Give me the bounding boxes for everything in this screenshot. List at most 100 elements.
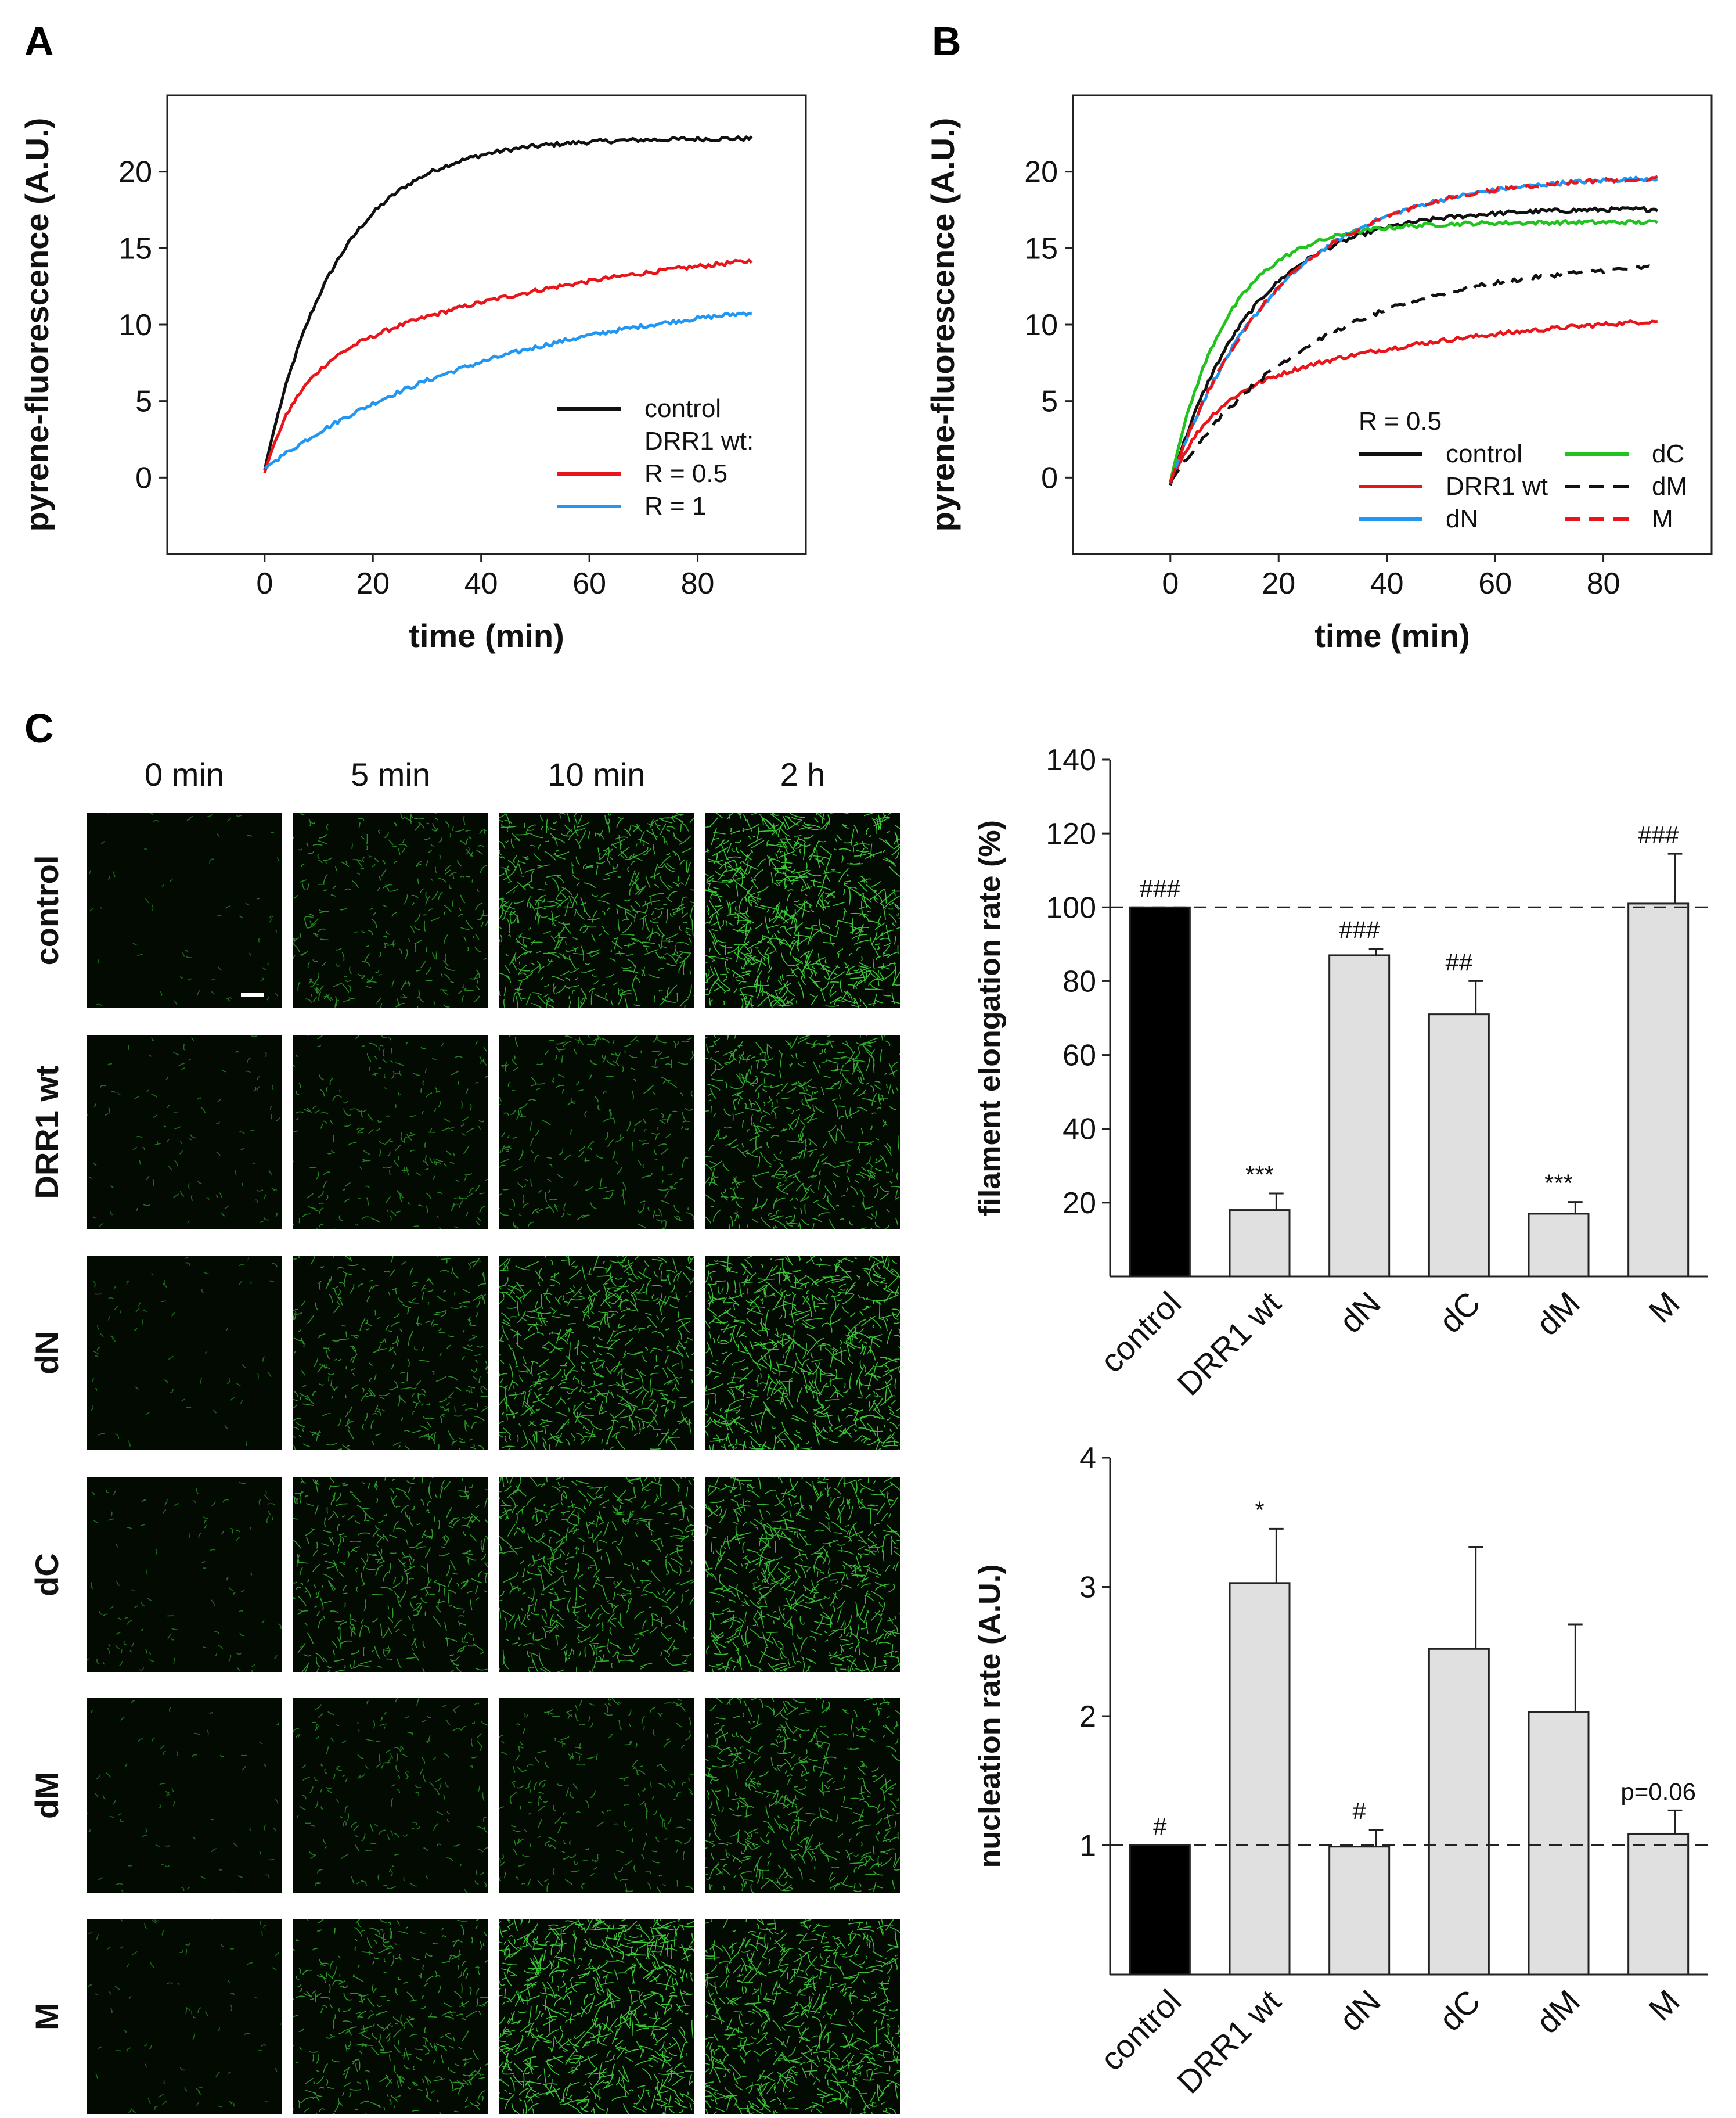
x-category-label: M <box>1641 1983 1687 2028</box>
y-tick-label: 4 <box>1079 1441 1096 1475</box>
series-line-r-0-5 <box>263 258 753 474</box>
x-tick-label: 60 <box>572 567 606 600</box>
y-tick-label: 20 <box>1024 156 1058 189</box>
row-label: control <box>28 855 65 966</box>
filaments <box>499 813 694 1008</box>
legend-label: control <box>1446 440 1522 468</box>
filaments <box>87 1035 282 1228</box>
y-tick-label: 120 <box>1046 817 1096 851</box>
filament-texture <box>705 1256 900 1450</box>
significance-label: *** <box>1245 1161 1274 1188</box>
filaments <box>705 1035 900 1229</box>
legend-label: control <box>644 394 721 423</box>
panel-letter-a: A <box>24 19 54 64</box>
time-label: 0 min <box>145 756 224 793</box>
row-label: dM <box>28 1772 65 1819</box>
x-category-label: dC <box>1432 1983 1487 2038</box>
x-category-label: dN <box>1332 1285 1387 1340</box>
bar-drr1-wt <box>1229 1209 1291 1278</box>
micrograph-dm-0 <box>87 1698 282 1893</box>
y-tick-label: 100 <box>1046 891 1096 925</box>
x-tick-label: 40 <box>464 567 498 600</box>
micrograph-m-0 <box>87 1919 282 2114</box>
micrograph-m-3 <box>705 1919 900 2114</box>
significance-label: ## <box>1445 948 1472 976</box>
filaments <box>705 1477 900 1672</box>
y-tick-label: 1 <box>1079 1829 1096 1863</box>
micrograph-drr1-wt-1 <box>293 1035 488 1229</box>
time-label: 10 min <box>548 756 645 793</box>
y-tick-label: 10 <box>118 308 152 342</box>
panel-letter-b: B <box>932 19 961 64</box>
bar-dc <box>1428 1013 1490 1278</box>
y-axis-label: nucleation rate (A.U.) <box>973 1565 1007 1868</box>
significance-label: *** <box>1544 1170 1573 1197</box>
bar-dn <box>1328 1846 1391 1976</box>
x-category-label: M <box>1641 1285 1687 1330</box>
filaments <box>705 1919 900 2114</box>
y-tick-label: 40 <box>1063 1113 1096 1146</box>
filament-texture <box>88 1919 282 2113</box>
x-axis-label: time (min) <box>409 617 564 654</box>
series-line-control <box>263 135 753 470</box>
filaments <box>499 1477 694 1672</box>
row-label: M <box>28 2003 65 2030</box>
micrograph-drr1-wt-0 <box>87 1035 282 1229</box>
filament-texture <box>87 1481 282 1672</box>
time-label: 2 h <box>780 756 826 793</box>
time-label: 5 min <box>351 756 430 793</box>
legend-label: DRR1 wt <box>1446 472 1548 501</box>
filament-texture <box>293 1035 488 1229</box>
x-axis-label: time (min) <box>1314 617 1470 654</box>
micrograph-dn-2 <box>499 1256 694 1450</box>
filament-texture <box>499 1919 694 2114</box>
filaments <box>293 1919 488 2114</box>
filaments <box>88 1919 282 2113</box>
significance-label: ### <box>1638 821 1679 848</box>
x-tick-label: 20 <box>356 567 390 600</box>
y-tick-label: 0 <box>135 461 152 495</box>
micrograph-dn-1 <box>293 1256 488 1450</box>
filament-texture <box>293 1256 488 1450</box>
x-category-label: dN <box>1332 1983 1387 2038</box>
micrograph-dm-3 <box>705 1698 900 1893</box>
micrograph-control-1 <box>293 813 488 1008</box>
y-tick-label: 60 <box>1063 1039 1096 1073</box>
chart-a: 0 20 40 60 80 0 5 10 15 20 time (min) pyrene-fluore… <box>19 94 807 654</box>
significance-label: * <box>1255 1496 1264 1523</box>
x-tick-label: 40 <box>1370 567 1404 600</box>
filaments <box>705 1698 900 1893</box>
bar-dc <box>1428 1648 1490 1976</box>
filaments <box>91 1256 278 1447</box>
x-tick-label: 0 <box>256 567 273 600</box>
filament-texture <box>293 1477 488 1672</box>
x-tick-label: 60 <box>1478 567 1512 600</box>
legend-label: dN <box>1446 505 1478 533</box>
significance-label: p=0.06 <box>1620 1778 1696 1805</box>
filament-texture <box>499 1035 694 1229</box>
x-category-label: dM <box>1529 1285 1587 1343</box>
y-axis-label: pyrene-fluorescence (A.U.) <box>19 118 55 532</box>
micrograph-dc-1 <box>293 1477 488 1672</box>
legend-label: M <box>1652 505 1673 533</box>
micrograph-dm-2 <box>499 1698 694 1893</box>
series-line-r-1 <box>264 311 752 470</box>
significance-label: ### <box>1339 916 1380 943</box>
filament-texture <box>91 1256 278 1447</box>
series-line-drr1-wt <box>1169 319 1658 484</box>
bar-dm <box>1528 1213 1590 1278</box>
filaments <box>87 1700 279 1893</box>
y-tick-label: 0 <box>1041 461 1058 495</box>
legend-label: R = 0.5 <box>644 459 727 488</box>
significance-label: # <box>1153 1813 1167 1840</box>
filaments <box>293 1035 488 1229</box>
filaments <box>499 1256 694 1450</box>
bar-control <box>1129 906 1191 1278</box>
bar-m <box>1627 902 1690 1278</box>
scale-bar <box>241 993 264 997</box>
x-category-label: DRR1 wt <box>1170 1285 1288 1403</box>
micrograph-dc-2 <box>499 1477 694 1672</box>
x-tick-label: 80 <box>1587 567 1620 600</box>
series-line-dm <box>1169 264 1658 483</box>
